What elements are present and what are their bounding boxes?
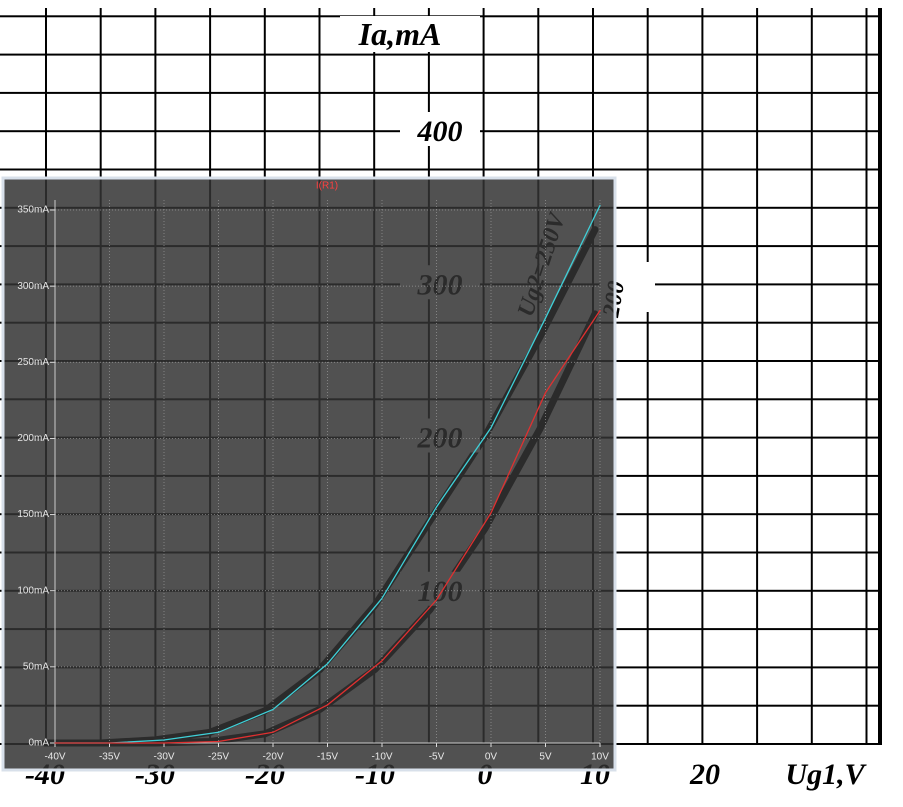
x-tick-label: -10V bbox=[371, 752, 392, 763]
y-tick-label: 100mA bbox=[17, 585, 49, 596]
scan-label-bg bbox=[400, 112, 480, 146]
x-tick-label: 20 bbox=[689, 758, 720, 791]
chart-title: I(R1) bbox=[316, 181, 338, 192]
y-tick-label: 250mA bbox=[17, 357, 49, 368]
chart-title: Ia,mA bbox=[358, 16, 442, 52]
y-tick-label: 350mA bbox=[17, 205, 49, 216]
sim-curve bbox=[54, 204, 601, 744]
y-tick-label: 200mA bbox=[17, 433, 49, 444]
overlay-chart: 0mA 50mA 100mA 150mA 200mA 250mA 300mA 350mA -40… bbox=[1, 176, 617, 772]
x-tick-label: -40V bbox=[44, 752, 65, 763]
x-tick-label: 5V bbox=[539, 752, 552, 763]
x-tick-label: -15V bbox=[317, 752, 338, 763]
x-tick-label: 0V bbox=[485, 752, 498, 763]
x-tick-label: -20V bbox=[262, 752, 283, 763]
y-tick-label: 400 bbox=[417, 115, 463, 148]
x-label-bg bbox=[765, 752, 885, 792]
overlay-panel bbox=[1, 176, 617, 772]
x-tick-label: 10V bbox=[591, 752, 609, 763]
y-tick-label: 0mA bbox=[28, 738, 49, 749]
sim-curve bbox=[54, 309, 601, 744]
y-tick-label: 50mA bbox=[23, 661, 49, 672]
y-tick-label: 300mA bbox=[17, 281, 49, 292]
x-tick-label: -25V bbox=[208, 752, 229, 763]
y-tick-label: 150mA bbox=[17, 509, 49, 520]
x-tick-label: -5V bbox=[429, 752, 445, 763]
x-axis-label: Ug1,V bbox=[785, 758, 867, 791]
x-tick-label: -35V bbox=[99, 752, 120, 763]
x-tick-label: -30V bbox=[153, 752, 174, 763]
title-bg bbox=[340, 16, 480, 52]
